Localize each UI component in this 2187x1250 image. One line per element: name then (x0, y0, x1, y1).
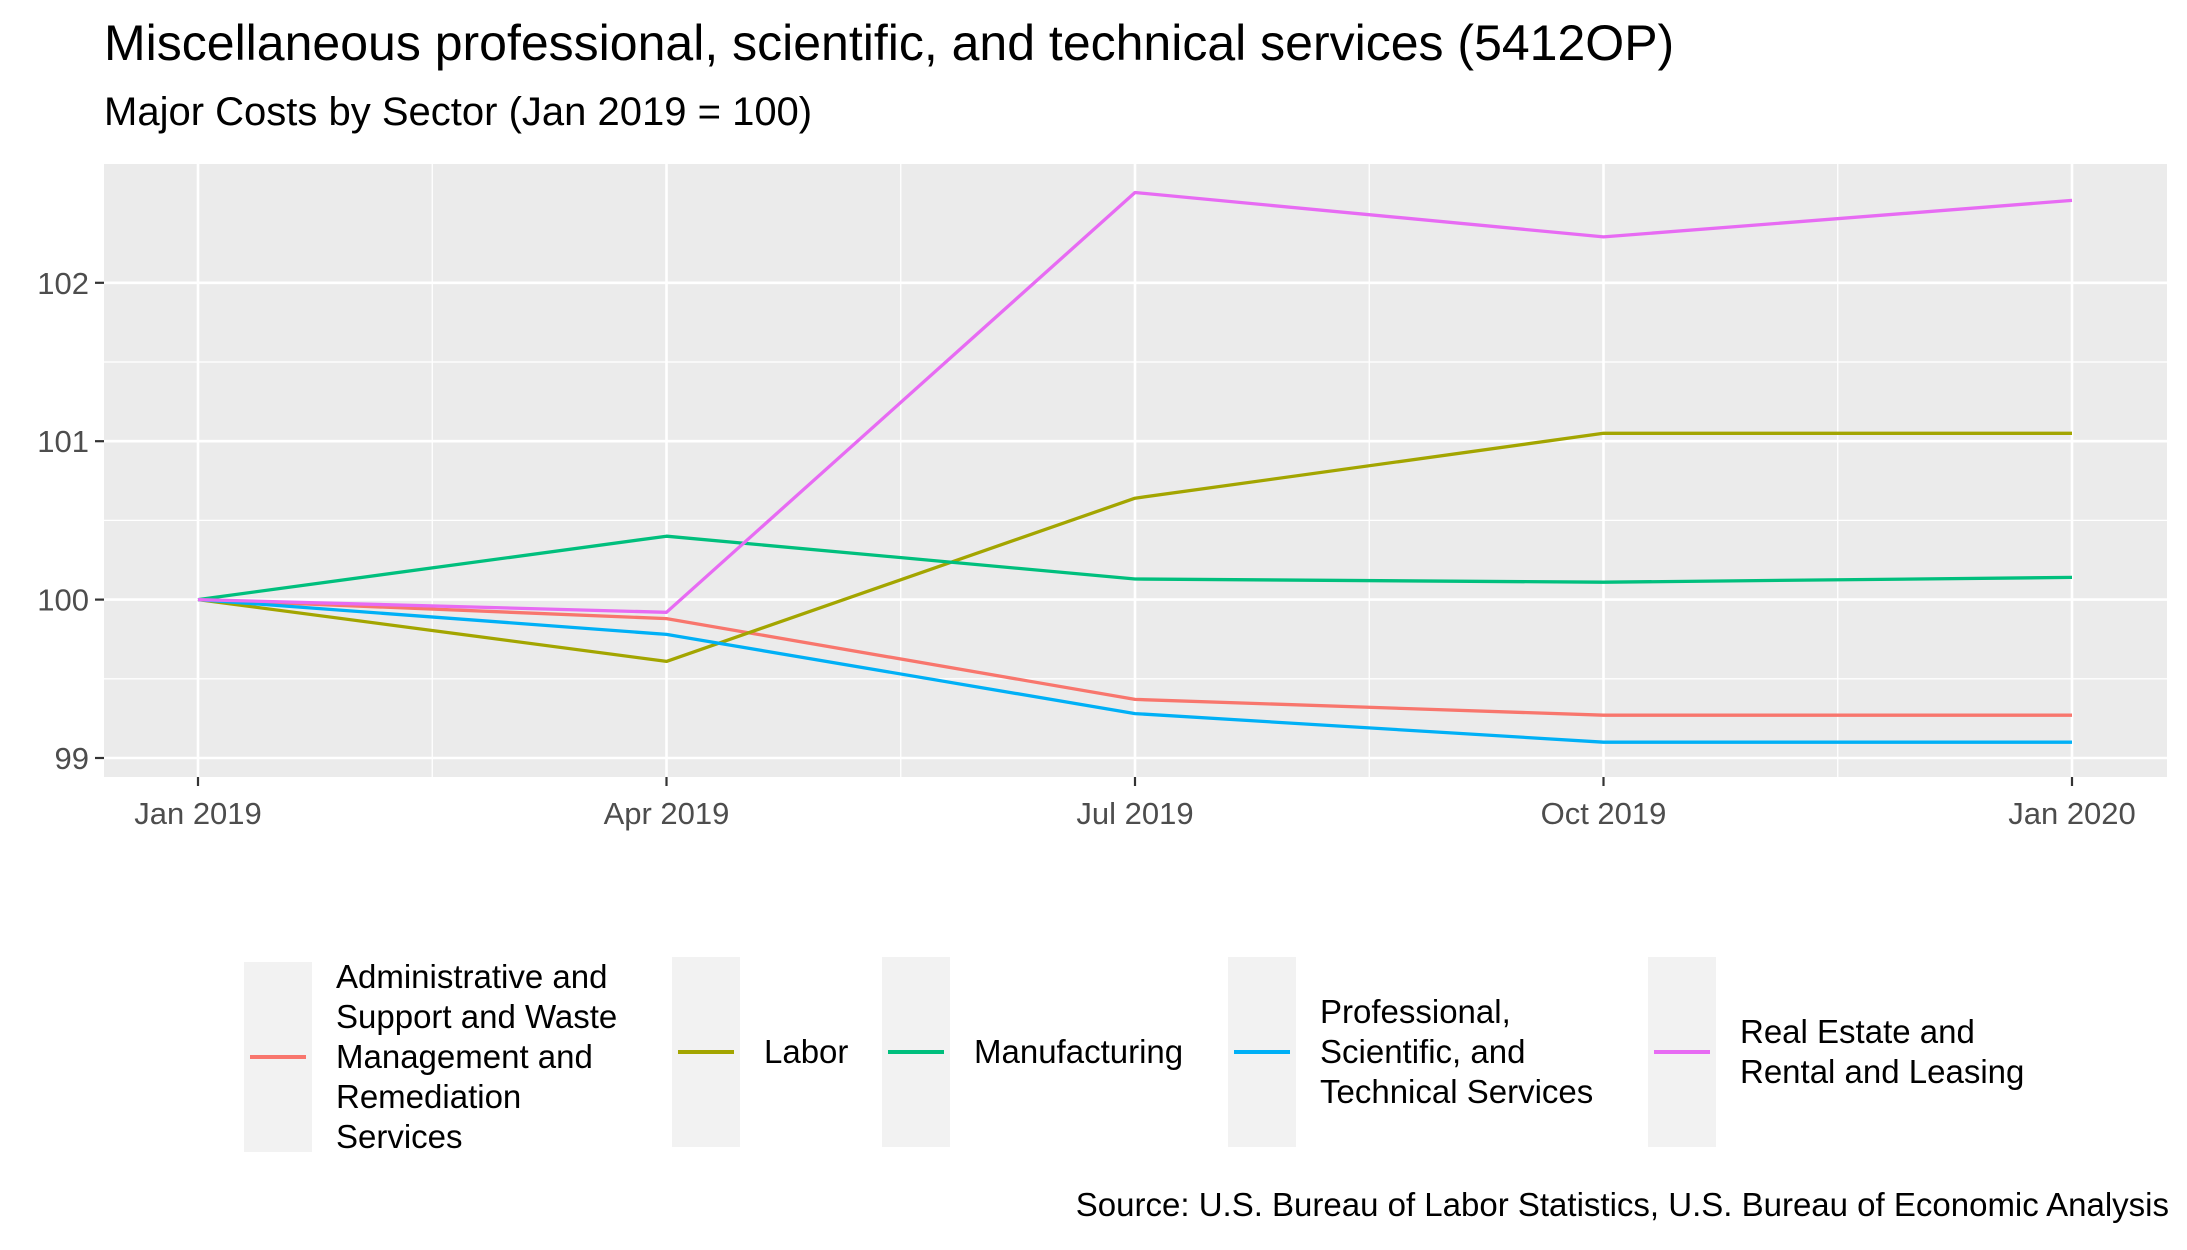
x-tick-label: Apr 2019 (604, 796, 730, 831)
legend-label: Manufacturing (974, 1033, 1184, 1070)
y-tick-label: 100 (37, 583, 89, 618)
series-line-administrative-and-support-and-waste-management-and-remediation-services (197, 597, 2072, 717)
legend-item-manufacturing: Manufacturing (882, 957, 1183, 1147)
y-tick-label: 102 (37, 266, 89, 301)
legend-swatch (1234, 1050, 1290, 1054)
legend-label: Administrative and Support and Waste Man… (336, 958, 618, 1155)
x-tick-label: Oct 2019 (1541, 796, 1667, 831)
legend-item-professional-scientific-and-technical-services: Professional, Scientific, and Technical … (1228, 957, 1593, 1147)
y-tick-label: 99 (55, 741, 89, 776)
chart-title: Miscellaneous professional, scientific, … (104, 15, 1675, 71)
series-lines (197, 190, 2073, 744)
legend-key (882, 957, 950, 1147)
legend-swatch (888, 1050, 944, 1054)
legend-item-labor: Labor (672, 957, 848, 1147)
series-line-professional-scientific-and-technical-services (197, 597, 2072, 744)
y-tick-label: 101 (37, 424, 89, 459)
legend-label: Professional, Scientific, and Technical … (1320, 993, 1594, 1110)
chart-subtitle: Major Costs by Sector (Jan 2019 = 100) (104, 90, 813, 134)
legend-key (244, 962, 312, 1152)
legend-label: Labor (764, 1033, 849, 1070)
legend-swatch (250, 1055, 306, 1059)
legend-swatch (678, 1050, 734, 1054)
legend-label: Real Estate and Rental and Leasing (1740, 1013, 2025, 1090)
legend-item-real-estate-and-rental-and-leasing: Real Estate and Rental and Leasing (1648, 957, 2024, 1147)
x-tick-label: Jan 2020 (2008, 796, 2136, 831)
legend-key (1228, 957, 1296, 1147)
y-axis: 99 100 101 102 (37, 266, 104, 776)
major-gridlines (104, 164, 2167, 777)
legend-item-administrative-and-support-and-waste-management-and-remediation-services: Administrative and Support and Waste Man… (244, 957, 617, 1157)
x-axis: Jan 2019 Apr 2019 Jul 2019 Oct 2019 Jan 2020 (134, 777, 2136, 831)
series-line-real-estate-and-rental-and-leasing (197, 190, 2073, 614)
series-line-labor (197, 431, 2072, 664)
legend-key (672, 957, 740, 1147)
x-tick-label: Jul 2019 (1076, 796, 1193, 831)
x-tick-label: Jan 2019 (134, 796, 262, 831)
chart-caption: Source: U.S. Bureau of Labor Statistics,… (1075, 1186, 2169, 1223)
legend-key (1648, 957, 1716, 1147)
legend-swatch (1654, 1050, 1710, 1054)
series-line-manufacturing (197, 534, 2073, 602)
